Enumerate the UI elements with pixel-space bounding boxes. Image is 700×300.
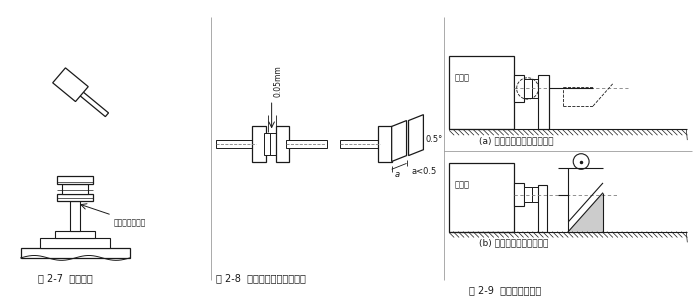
Bar (270, 133, 278, 155)
Bar (524, 79, 531, 98)
Text: 原动机: 原动机 (454, 181, 469, 190)
Bar (531, 187, 538, 203)
Text: (b) 用百分表检查支座端面: (b) 用百分表检查支座端面 (479, 238, 548, 247)
Text: 图 2-8  联轴器之间的安装精度: 图 2-8 联轴器之间的安装精度 (216, 274, 306, 284)
Bar (20, 248, 130, 258)
Bar (57, 194, 93, 201)
Text: (a) 用百分表检查联轴器端面: (a) 用百分表检查联轴器端面 (479, 136, 554, 145)
Bar (57, 176, 93, 184)
Polygon shape (64, 79, 108, 117)
Polygon shape (392, 121, 407, 161)
Bar (378, 127, 392, 161)
Bar (41, 238, 110, 248)
Bar (538, 185, 547, 232)
Polygon shape (568, 193, 603, 232)
Polygon shape (409, 115, 423, 156)
Text: 原动机: 原动机 (454, 74, 469, 83)
Text: a: a (395, 170, 400, 179)
Text: 0.05mm: 0.05mm (274, 65, 283, 97)
Bar (286, 140, 327, 148)
Text: 此处应垫一铜棒: 此处应垫一铜棒 (114, 218, 146, 227)
Bar (62, 184, 88, 194)
Bar (264, 133, 272, 155)
Bar (252, 127, 266, 161)
Bar (449, 56, 514, 129)
Bar (538, 75, 550, 129)
Bar (449, 164, 514, 232)
Bar (531, 79, 538, 98)
Polygon shape (52, 68, 88, 102)
Bar (340, 140, 382, 148)
Text: a<0.5: a<0.5 (412, 167, 437, 176)
Text: 图 2-7  注意事项: 图 2-7 注意事项 (38, 274, 92, 284)
Bar (524, 187, 531, 203)
Bar (514, 75, 524, 102)
Text: 0.5°: 0.5° (426, 135, 442, 144)
Text: 图 2-9  安装精度的检查: 图 2-9 安装精度的检查 (469, 285, 541, 295)
Bar (70, 201, 80, 231)
Bar (276, 127, 290, 161)
Bar (514, 183, 524, 206)
Bar (216, 140, 256, 148)
Circle shape (573, 154, 589, 169)
Bar (55, 231, 95, 239)
